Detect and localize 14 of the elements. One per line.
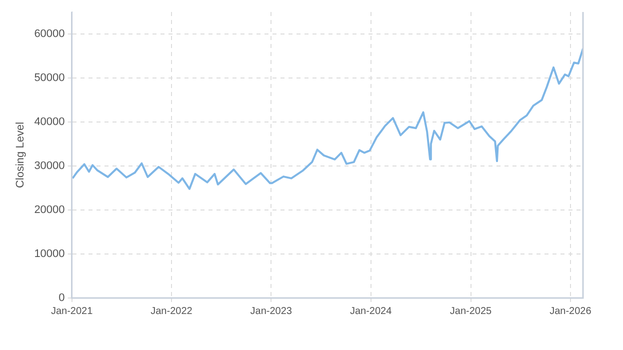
y-tick-label: 20000: [34, 204, 65, 216]
x-tick-label: Jan-2023: [250, 306, 292, 317]
y-tick-label: 60000: [34, 28, 65, 40]
y-tick-label: 40000: [34, 116, 65, 128]
y-axis-title: Closing Level: [14, 122, 27, 188]
x-tick-label: Jan-2022: [150, 306, 193, 317]
y-tick-label: 10000: [34, 248, 65, 260]
y-tick-label: 0: [58, 292, 65, 304]
x-tick-label: Jan-2025: [450, 306, 492, 317]
x-tick-label: Jan-2026: [550, 306, 592, 317]
x-tick-label: Jan-2024: [350, 306, 392, 317]
y-tick-label: 50000: [34, 72, 65, 84]
y-tick-label: 30000: [34, 160, 65, 172]
x-tick-label: Jan-2021: [50, 306, 94, 317]
